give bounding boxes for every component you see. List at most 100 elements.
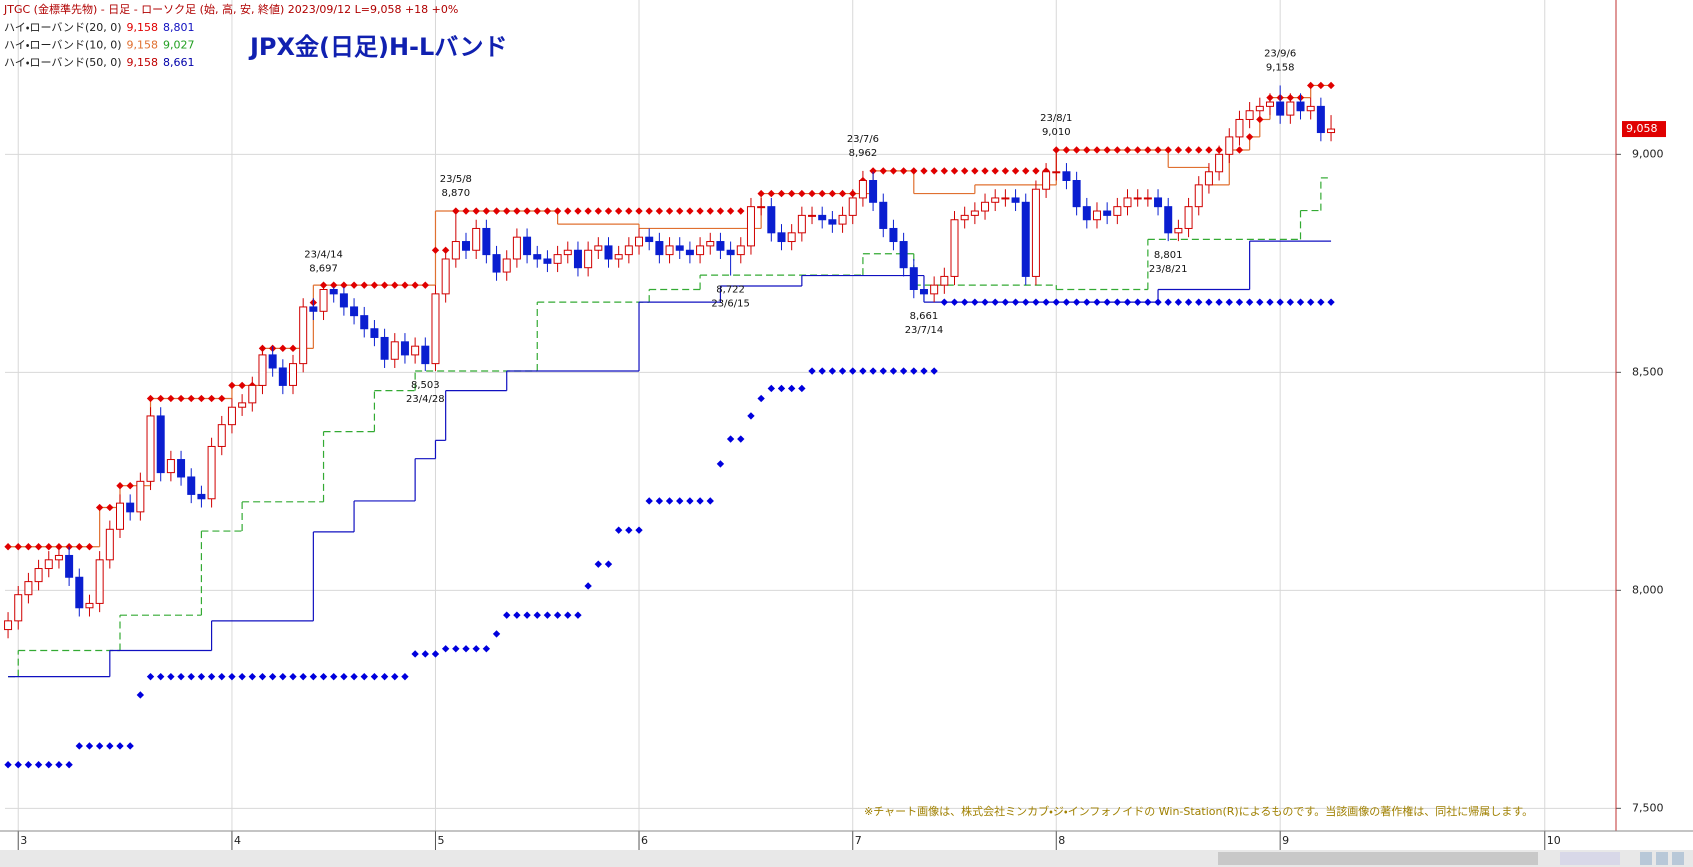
candle-body — [136, 480, 145, 513]
candle-body — [553, 254, 562, 264]
band-dot — [686, 207, 694, 215]
candle-body — [1316, 105, 1325, 134]
band-dot — [574, 611, 582, 619]
candle-body — [1245, 110, 1254, 120]
legend-label: ハイ・ローバンド(10, 0) — [4, 39, 122, 52]
band-dot — [584, 582, 592, 590]
band-dot — [665, 207, 674, 215]
band-dot — [1001, 167, 1010, 175]
candle-body — [940, 275, 949, 286]
band-dot — [218, 672, 226, 681]
zoom-button[interactable] — [1672, 852, 1684, 865]
band-dot — [380, 672, 389, 681]
band-dot — [146, 394, 155, 403]
x-tick-label: 7 — [855, 834, 862, 847]
band-dot — [879, 367, 887, 375]
candle-body — [777, 232, 786, 243]
candle-body — [767, 206, 776, 234]
band-dot — [472, 207, 480, 215]
band-dot — [350, 281, 358, 289]
y-tick-label: 7,500 — [1632, 801, 1664, 814]
candle-body — [828, 219, 837, 225]
candle-body — [85, 602, 94, 609]
annotation-value: 8,962 — [849, 148, 878, 159]
candle-body — [726, 249, 735, 256]
band-dot — [533, 207, 541, 215]
band-dot — [991, 167, 999, 175]
band-dot — [614, 207, 623, 215]
band-dot — [268, 672, 277, 681]
candle-body — [1052, 171, 1061, 174]
candle-body — [1011, 197, 1020, 203]
band-dot — [289, 672, 297, 681]
band-dot — [391, 281, 399, 289]
y-tick-label: 8,000 — [1632, 583, 1664, 596]
candle-body — [899, 241, 908, 269]
band-dot — [177, 672, 185, 681]
candle-body — [1154, 197, 1163, 208]
band-dot — [513, 207, 521, 215]
band-dot — [157, 394, 165, 403]
band-dot — [411, 650, 419, 658]
band-dot — [706, 207, 714, 215]
candle-body — [1184, 206, 1193, 229]
band-dot — [401, 281, 409, 289]
band-dot — [197, 672, 206, 681]
candle-body — [217, 424, 226, 447]
band-dot — [910, 167, 918, 175]
band-dot — [625, 207, 633, 215]
band-dot — [370, 281, 379, 289]
candle-body — [573, 249, 582, 269]
band-dot — [330, 281, 338, 289]
candle-body — [380, 336, 389, 360]
candle-body — [858, 180, 867, 199]
candle-body — [278, 367, 287, 386]
candle-body — [909, 267, 918, 290]
candle-body — [1092, 210, 1101, 221]
x-tick-label: 4 — [234, 834, 241, 847]
band-dot — [421, 650, 429, 658]
band-dot — [696, 497, 704, 505]
zoom-button[interactable] — [1656, 852, 1668, 865]
band-dot — [635, 207, 643, 215]
band-dot — [950, 298, 959, 306]
band-dot — [431, 650, 440, 658]
band-dot — [462, 207, 470, 215]
candle-body — [126, 502, 135, 513]
band-dot — [991, 298, 999, 306]
band-dot — [726, 207, 735, 215]
band-dot — [594, 560, 602, 568]
band-dot — [716, 460, 725, 468]
band-dot — [370, 672, 379, 681]
band-dot — [625, 526, 633, 534]
band-dot — [910, 367, 918, 375]
legend-entry: ハイ・ローバンド(10, 0) 9,158 9,027 — [4, 39, 195, 52]
candle-body — [309, 306, 318, 312]
band-dot — [340, 672, 348, 681]
band-dot — [747, 412, 755, 420]
legend-label: ハイ・ローバンド(50, 0) — [4, 56, 122, 69]
zoom-slider[interactable] — [1560, 852, 1620, 865]
band-dot — [309, 672, 318, 681]
scrollbar-thumb[interactable] — [1218, 852, 1538, 865]
candle-body — [1062, 171, 1071, 182]
band-dot — [767, 384, 775, 393]
zoom-button[interactable] — [1640, 852, 1652, 865]
candle-body — [594, 245, 603, 251]
candle-body — [75, 576, 84, 609]
band-dot — [981, 298, 989, 306]
candle-body — [14, 594, 23, 622]
annotation-value: 8,697 — [309, 263, 338, 274]
annotation-date: 23/4/14 — [304, 249, 343, 260]
candle-body — [350, 306, 359, 317]
candle-body — [1215, 153, 1224, 173]
band-dot — [126, 742, 134, 750]
band-dot — [238, 672, 246, 681]
candle-body — [24, 581, 33, 596]
candle-body — [991, 197, 1000, 203]
band-dot — [930, 367, 938, 375]
band-dot — [533, 611, 541, 619]
annotation-date: 23/6/15 — [711, 299, 750, 310]
band-dot — [574, 207, 582, 215]
